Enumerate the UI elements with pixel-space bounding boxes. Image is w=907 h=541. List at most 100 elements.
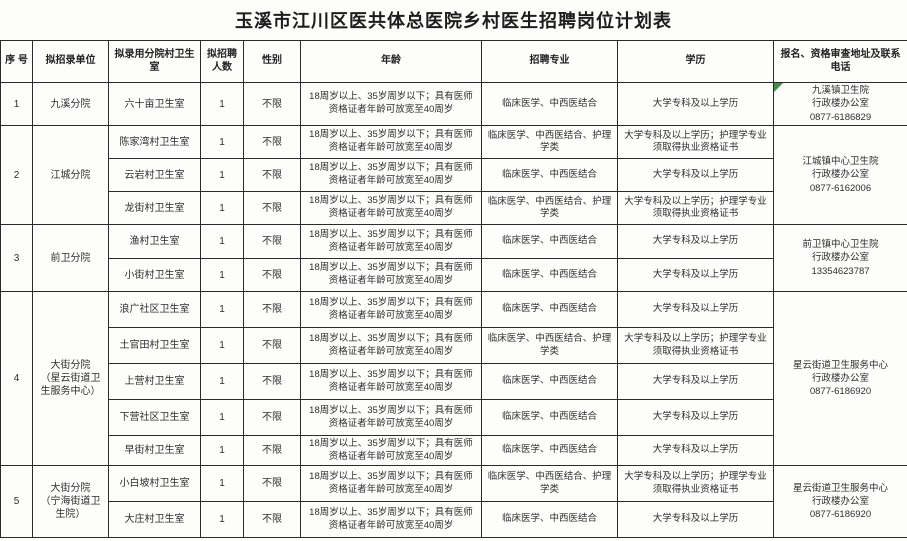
cell-education: 大学专科及以上学历	[617, 501, 774, 538]
cell-age: 18周岁以上、35岁周岁以下；具有医师资格证者年龄可放宽至40周岁	[300, 399, 482, 436]
cell-age: 18周岁以上、35岁周岁以下；具有医师资格证者年龄可放宽至40周岁	[300, 224, 482, 259]
cell-clinic: 渔村卫生室	[108, 224, 201, 259]
cell-gender: 不限	[243, 191, 301, 225]
cell-gender: 不限	[243, 125, 301, 159]
cell-contact: 星云街道卫生服务中心 行政楼办公室 0877-6186920	[773, 465, 907, 538]
cell-unit: 九溪分院	[32, 82, 109, 126]
cell-count: 1	[200, 82, 244, 126]
cell-major: 临床医学、中西医结合	[481, 258, 618, 292]
cell-contact: 九溪镇卫生院 行政楼办公室 0877-6186829	[773, 82, 907, 126]
cell-count: 1	[200, 363, 244, 400]
cell-contact: 前卫镇中心卫生院 行政楼办公室 13354623787	[773, 224, 907, 292]
cell-count: 1	[200, 465, 244, 502]
cell-age: 18周岁以上、35岁周岁以下；具有医师资格证者年龄可放宽至40周岁	[300, 501, 482, 538]
cell-major: 临床医学、中西医结合	[481, 291, 618, 328]
cell-education: 大学专科及以上学历；护理学专业须取得执业资格证书	[617, 191, 774, 225]
cell-education: 大学专科及以上学历；护理学专业须取得执业资格证书	[617, 327, 774, 364]
cell-education: 大学专科及以上学历	[617, 435, 774, 466]
cell-clinic: 小街村卫生室	[108, 258, 201, 292]
cell-count: 1	[200, 224, 244, 259]
cell-clinic: 土官田村卫生室	[108, 327, 201, 364]
cell-gender: 不限	[243, 82, 301, 126]
cell-count: 1	[200, 258, 244, 292]
cell-clinic: 早街村卫生室	[108, 435, 201, 466]
table-row: 上营村卫生室 1 不限 18周岁以上、35岁周岁以下；具有医师资格证者年龄可放宽…	[1, 363, 907, 400]
cell-clinic: 龙街村卫生室	[108, 191, 201, 225]
cell-contact: 江城镇中心卫生院 行政楼办公室 0877-6162006	[773, 125, 907, 225]
table-row: 大庄村卫生室 1 不限 18周岁以上、35岁周岁以下；具有医师资格证者年龄可放宽…	[1, 501, 907, 538]
cell-clinic: 上营村卫生室	[108, 363, 201, 400]
table-row: 土官田村卫生室 1 不限 18周岁以上、35岁周岁以下；具有医师资格证者年龄可放…	[1, 327, 907, 364]
table-row: 云岩村卫生室 1 不限 18周岁以上、35岁周岁以下；具有医师资格证者年龄可放宽…	[1, 158, 907, 192]
table-row: 2 江城分院 陈家湾村卫生室 1 不限 18周岁以上、35岁周岁以下；具有医师资…	[0, 125, 907, 225]
cell-clinic: 小白坡村卫生室	[108, 465, 201, 502]
header-education: 学历	[617, 40, 774, 83]
cell-count: 1	[200, 291, 244, 328]
cell-no: 5	[0, 465, 33, 538]
cell-no: 3	[0, 224, 33, 292]
cell-age: 18周岁以上、35岁周岁以下；具有医师资格证者年龄可放宽至40周岁	[300, 191, 482, 225]
cell-unit: 江城分院	[32, 125, 109, 225]
cell-gender: 不限	[243, 291, 301, 328]
cell-education: 大学专科及以上学历	[617, 82, 774, 126]
cell-clinic: 云岩村卫生室	[108, 158, 201, 192]
cell-age: 18周岁以上、35岁周岁以下；具有医师资格证者年龄可放宽至40周岁	[300, 465, 482, 502]
cell-no: 4	[0, 291, 33, 466]
cell-major: 临床医学、中西医结合	[481, 363, 618, 400]
cell-clinic: 陈家湾村卫生室	[108, 125, 201, 159]
cell-clinic: 浪广社区卫生室	[108, 291, 201, 328]
cell-gender: 不限	[243, 435, 301, 466]
cell-gender: 不限	[243, 158, 301, 192]
header-count: 拟招聘人数	[200, 40, 244, 83]
cell-count: 1	[200, 501, 244, 538]
cell-major: 临床医学、中西医结合	[481, 158, 618, 192]
cell-age: 18周岁以上、35岁周岁以下；具有医师资格证者年龄可放宽至40周岁	[300, 82, 482, 126]
cell-count: 1	[200, 191, 244, 225]
cell-count: 1	[200, 399, 244, 436]
header-row: 序 号 拟招录单位 拟录用分院村卫生室 拟招聘人数 性别 年龄 招聘专业 学历 …	[0, 40, 907, 83]
cell-education: 大学专科及以上学历	[617, 399, 774, 436]
cell-gender: 不限	[243, 465, 301, 502]
cell-contact: 星云街道卫生服务中心 行政楼办公室 0877-6186920	[773, 291, 907, 466]
cell-major: 临床医学、中西医结合、护理学类	[481, 465, 618, 502]
cell-major: 临床医学、中西医结合	[481, 501, 618, 538]
cell-count: 1	[200, 327, 244, 364]
cell-major: 临床医学、中西医结合	[481, 399, 618, 436]
excel-corner-marker-icon	[774, 83, 783, 92]
table-row: 下营社区卫生室 1 不限 18周岁以上、35岁周岁以下；具有医师资格证者年龄可放…	[1, 399, 907, 436]
page-title: 玉溪市江川区医共体总医院乡村医生招聘岗位计划表	[235, 11, 672, 31]
cell-gender: 不限	[243, 501, 301, 538]
header-no: 序 号	[0, 40, 33, 83]
cell-education: 大学专科及以上学历	[617, 291, 774, 328]
cell-major: 临床医学、中西医结合	[481, 435, 618, 466]
cell-education: 大学专科及以上学历	[617, 224, 774, 259]
contact-text: 九溪镇卫生院 行政楼办公室 0877-6186829	[809, 85, 872, 123]
cell-unit: 大街分院 （星云街道卫生服务中心）	[32, 291, 109, 466]
cell-gender: 不限	[243, 224, 301, 259]
recruitment-table: 序 号 拟招录单位 拟录用分院村卫生室 拟招聘人数 性别 年龄 招聘专业 学历 …	[0, 40, 907, 538]
cell-major: 临床医学、中西医结合、护理学类	[481, 191, 618, 225]
table-row: 5 大街分院 （宁海街道卫生院） 小白坡村卫生室 1 不限 18周岁以上、35岁…	[0, 465, 907, 538]
cell-major: 临床医学、中西医结合、护理学类	[481, 125, 618, 159]
table-row: 3 前卫分院 渔村卫生室 1 不限 18周岁以上、35岁周岁以下；具有医师资格证…	[0, 224, 907, 292]
cell-education: 大学专科及以上学历	[617, 158, 774, 192]
cell-education: 大学专科及以上学历；护理学专业须取得执业资格证书	[617, 465, 774, 502]
cell-gender: 不限	[243, 258, 301, 292]
table-row: 小街村卫生室 1 不限 18周岁以上、35岁周岁以下；具有医师资格证者年龄可放宽…	[1, 258, 907, 292]
cell-gender: 不限	[243, 327, 301, 364]
cell-education: 大学专科及以上学历	[617, 363, 774, 400]
cell-age: 18周岁以上、35岁周岁以下；具有医师资格证者年龄可放宽至40周岁	[300, 125, 482, 159]
cell-major: 临床医学、中西医结合、护理学类	[481, 327, 618, 364]
header-gender: 性别	[243, 40, 301, 83]
header-age: 年龄	[300, 40, 482, 83]
cell-major: 临床医学、中西医结合	[481, 224, 618, 259]
cell-unit: 前卫分院	[32, 224, 109, 292]
cell-gender: 不限	[243, 363, 301, 400]
cell-clinic: 大庄村卫生室	[108, 501, 201, 538]
cell-unit: 大街分院 （宁海街道卫生院）	[32, 465, 109, 538]
cell-education: 大学专科及以上学历；护理学专业须取得执业资格证书	[617, 125, 774, 159]
cell-age: 18周岁以上、35岁周岁以下；具有医师资格证者年龄可放宽至40周岁	[300, 158, 482, 192]
table-row: 早街村卫生室 1 不限 18周岁以上、35岁周岁以下；具有医师资格证者年龄可放宽…	[1, 435, 907, 466]
header-contact: 报名、资格审查地址及联系电话	[773, 40, 907, 83]
